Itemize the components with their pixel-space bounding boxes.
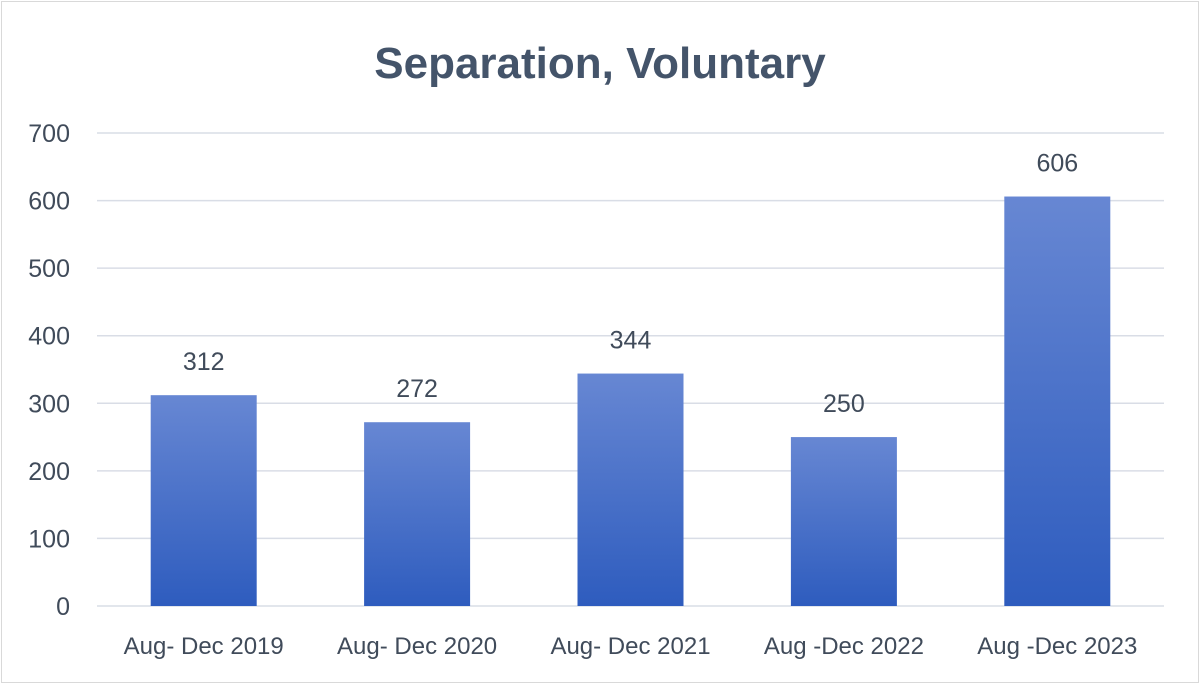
x-category-label: Aug- Dec 2019 xyxy=(124,633,284,660)
y-tick-label: 300 xyxy=(28,390,70,418)
y-tick-label: 200 xyxy=(28,458,70,486)
data-label: 344 xyxy=(610,327,652,355)
data-labels: 312 272 344 250 606 xyxy=(183,150,1078,419)
data-label: 250 xyxy=(823,390,865,418)
bar xyxy=(150,395,257,606)
data-label: 312 xyxy=(183,348,225,376)
data-label: 272 xyxy=(396,375,438,403)
y-tick-label: 600 xyxy=(28,188,70,216)
y-axis-ticks: 0 100 200 300 400 500 600 700 xyxy=(28,120,70,621)
y-tick-label: 700 xyxy=(28,120,70,148)
bar xyxy=(1004,196,1111,606)
x-category-label: Aug -Dec 2022 xyxy=(764,633,924,660)
chart-title: Separation, Voluntary xyxy=(374,39,826,88)
bar xyxy=(790,437,897,606)
x-category-label: Aug- Dec 2021 xyxy=(550,633,710,660)
bar xyxy=(364,422,471,606)
data-label: 606 xyxy=(1036,150,1078,178)
bars xyxy=(150,196,1111,606)
y-tick-label: 0 xyxy=(56,593,70,621)
x-category-label: Aug- Dec 2020 xyxy=(337,633,497,660)
x-axis-categories: Aug- Dec 2019 Aug- Dec 2020 Aug- Dec 2021 A… xyxy=(124,633,1138,660)
y-tick-label: 100 xyxy=(28,525,70,553)
x-category-label: Aug -Dec 2023 xyxy=(977,633,1137,660)
bar xyxy=(577,373,684,606)
y-tick-label: 500 xyxy=(28,255,70,283)
y-tick-label: 400 xyxy=(28,323,70,351)
